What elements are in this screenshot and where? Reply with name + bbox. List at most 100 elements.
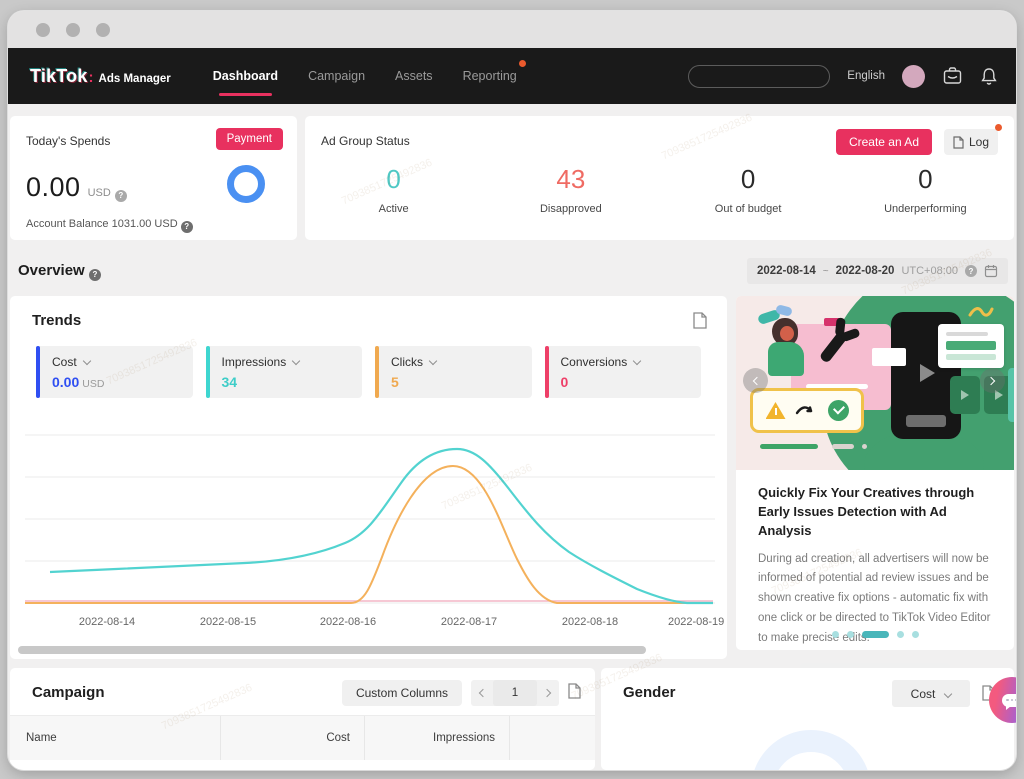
- date-range-picker[interactable]: 2022-08-14 ~ 2022-08-20 UTC+08:00 ?: [746, 258, 1008, 284]
- carousel-next-button[interactable]: [980, 368, 1005, 393]
- gender-title: Gender: [623, 684, 676, 701]
- log-button[interactable]: Log: [943, 129, 998, 155]
- video-thumbnail-shape: [950, 376, 980, 414]
- logo-separator: :: [88, 68, 94, 86]
- metric-card-cost[interactable]: Cost 0.00 USD: [36, 346, 193, 398]
- help-icon[interactable]: ?: [114, 189, 127, 202]
- ad-group-status-title: Ad Group Status: [321, 134, 410, 148]
- tiktok-logo[interactable]: TikTok : Ads Manager: [30, 66, 171, 87]
- chevron-right-icon: [986, 376, 996, 385]
- message-card-shape: [938, 324, 1004, 368]
- custom-columns-button[interactable]: Custom Columns: [341, 680, 462, 706]
- window-control-icon[interactable]: [96, 22, 110, 37]
- stat-active[interactable]: 0 Active: [305, 164, 482, 215]
- nav-right: English: [688, 64, 1016, 88]
- stat-value: 0: [386, 164, 401, 194]
- log-button-label: Log: [968, 135, 989, 149]
- page-number[interactable]: 1: [493, 680, 537, 706]
- progress-bar: [760, 444, 818, 449]
- horizontal-scrollbar[interactable]: [18, 646, 646, 654]
- decorative-line: [946, 354, 996, 360]
- squiggle-shape: [968, 307, 994, 317]
- language-selector[interactable]: English: [847, 70, 885, 82]
- column-header-name[interactable]: Name: [10, 716, 221, 760]
- warning-icon: [765, 402, 786, 419]
- gridlines: [25, 434, 715, 604]
- metric-value: 5: [391, 374, 399, 390]
- campaign-table-header: Name Cost Impressions: [10, 715, 595, 760]
- payment-button[interactable]: Payment: [215, 128, 283, 150]
- tab-dashboard[interactable]: Dashboard: [213, 63, 278, 96]
- bell-icon[interactable]: [980, 67, 998, 86]
- campaign-card: Campaign Custom Columns 1 Name Cost Impr…: [10, 668, 595, 770]
- date-separator: ~: [822, 265, 829, 277]
- date-start: 2022-08-14: [756, 265, 816, 277]
- overview-heading: Overview ?: [18, 262, 101, 281]
- stat-disapproved[interactable]: 43 Disapproved: [482, 164, 659, 215]
- progress-bar: [832, 444, 854, 449]
- gender-card: Gender Cost: [601, 668, 1014, 770]
- carousel-dots: [736, 631, 1014, 638]
- stat-out-of-budget[interactable]: 0 Out of budget: [660, 164, 837, 215]
- campaign-title: Campaign: [32, 684, 105, 701]
- decorative-shape: [824, 318, 842, 326]
- metric-label: Impressions: [221, 355, 287, 369]
- promo-description: During ad creation, all advertisers will…: [758, 552, 991, 644]
- column-header-impressions[interactable]: Impressions: [365, 716, 510, 760]
- carousel-dot[interactable]: [911, 631, 919, 638]
- overview-heading-text: Overview: [18, 262, 85, 279]
- avatar[interactable]: [902, 64, 925, 88]
- impressions-line: [49, 447, 713, 605]
- window-control-icon[interactable]: [66, 22, 80, 37]
- clicks-line: [25, 464, 713, 604]
- notification-dot: [518, 60, 526, 67]
- account-balance: Account Balance 1031.00 USD ?: [26, 218, 193, 233]
- stat-underperforming[interactable]: 0 Underperforming: [837, 164, 1014, 215]
- phone-button-shape: [906, 415, 946, 427]
- help-icon[interactable]: ?: [965, 265, 977, 277]
- chat-bubble-icon: [1002, 693, 1016, 710]
- metric-card-clicks[interactable]: Clicks 5: [375, 346, 532, 398]
- page-next-button[interactable]: [537, 688, 559, 698]
- carousel-dot[interactable]: [846, 631, 854, 638]
- trends-title: Trends: [32, 312, 82, 329]
- search-input[interactable]: [688, 64, 831, 88]
- tab-assets[interactable]: Assets: [395, 69, 433, 83]
- arrow-icon: [795, 405, 812, 414]
- spend-amount-row: 0.00 USD?: [26, 172, 127, 203]
- help-icon[interactable]: ?: [180, 220, 193, 233]
- create-ad-button[interactable]: Create an Ad: [835, 129, 932, 155]
- carousel-prev-button[interactable]: [743, 368, 768, 393]
- chevron-down-icon: [428, 356, 438, 366]
- column-header-cost[interactable]: Cost: [221, 716, 365, 760]
- metric-card-impressions[interactable]: Impressions 34: [205, 346, 362, 398]
- carousel-dot[interactable]: [831, 631, 839, 638]
- column-header-empty: [510, 716, 595, 760]
- window-control-icon[interactable]: [36, 22, 50, 37]
- page-prev-button[interactable]: [471, 688, 493, 698]
- carousel-dot[interactable]: [896, 631, 904, 638]
- check-icon: [827, 400, 849, 421]
- x-axis-label: 2022-08-18: [561, 616, 619, 628]
- play-icon: [920, 364, 935, 382]
- logo-primary: TikTok: [30, 65, 88, 86]
- help-icon[interactable]: ?: [88, 268, 101, 281]
- metric-card-conversions[interactable]: Conversions 0: [544, 346, 701, 398]
- timezone-label: UTC+08:00: [901, 265, 958, 277]
- metric-label: Cost: [52, 355, 77, 369]
- carousel-dot-active[interactable]: [861, 631, 889, 638]
- ad-group-stats: 0 Active 43 Disapproved 0 Out of budget …: [305, 164, 1014, 215]
- x-axis-label: 2022-08-14: [78, 616, 136, 628]
- gender-metric-value: Cost: [910, 686, 936, 701]
- progress-dot: [862, 444, 867, 449]
- export-report-icon[interactable]: [693, 312, 707, 334]
- export-report-icon[interactable]: [568, 682, 581, 704]
- x-axis-label: 2022-08-16: [319, 616, 377, 628]
- notification-dot: [995, 124, 1002, 131]
- tab-campaign[interactable]: Campaign: [308, 69, 366, 83]
- briefcase-icon[interactable]: [942, 66, 963, 86]
- nav-tabs: Dashboard Campaign Assets Reporting: [213, 60, 526, 96]
- tab-reporting[interactable]: Reporting: [463, 60, 526, 89]
- metric-value: 0.00: [52, 374, 80, 390]
- gender-metric-dropdown[interactable]: Cost: [892, 680, 970, 707]
